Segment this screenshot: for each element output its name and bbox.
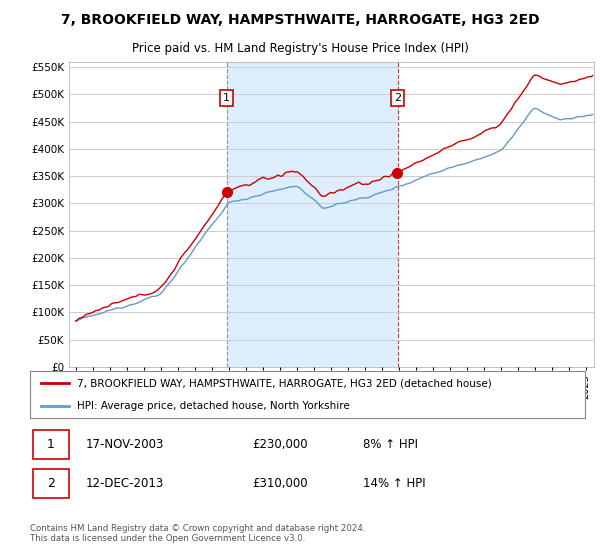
Bar [227, 62, 398, 367]
Text: 8% ↑ HPI: 8% ↑ HPI [363, 438, 418, 451]
Text: Price paid vs. HM Land Registry's House Price Index (HPI): Price paid vs. HM Land Registry's House … [131, 43, 469, 55]
Text: 7, BROOKFIELD WAY, HAMPSTHWAITE, HARROGATE, HG3 2ED (detached house): 7, BROOKFIELD WAY, HAMPSTHWAITE, HARROGA… [77, 378, 492, 388]
Text: Contains HM Land Registry data © Crown copyright and database right 2024.
This d: Contains HM Land Registry data © Crown c… [30, 524, 365, 543]
FancyBboxPatch shape [33, 469, 69, 498]
Text: 2: 2 [47, 477, 55, 490]
Text: £310,000: £310,000 [252, 477, 308, 490]
Text: £230,000: £230,000 [252, 438, 308, 451]
Text: 1: 1 [47, 438, 55, 451]
Text: 17-NOV-2003: 17-NOV-2003 [86, 438, 164, 451]
Text: 14% ↑ HPI: 14% ↑ HPI [363, 477, 425, 490]
FancyBboxPatch shape [33, 430, 69, 459]
Text: HPI: Average price, detached house, North Yorkshire: HPI: Average price, detached house, Nort… [77, 401, 350, 411]
Text: 12-DEC-2013: 12-DEC-2013 [86, 477, 164, 490]
Text: 2: 2 [394, 93, 401, 103]
Text: 7, BROOKFIELD WAY, HAMPSTHWAITE, HARROGATE, HG3 2ED: 7, BROOKFIELD WAY, HAMPSTHWAITE, HARROGA… [61, 13, 539, 27]
Text: 1: 1 [223, 93, 230, 103]
